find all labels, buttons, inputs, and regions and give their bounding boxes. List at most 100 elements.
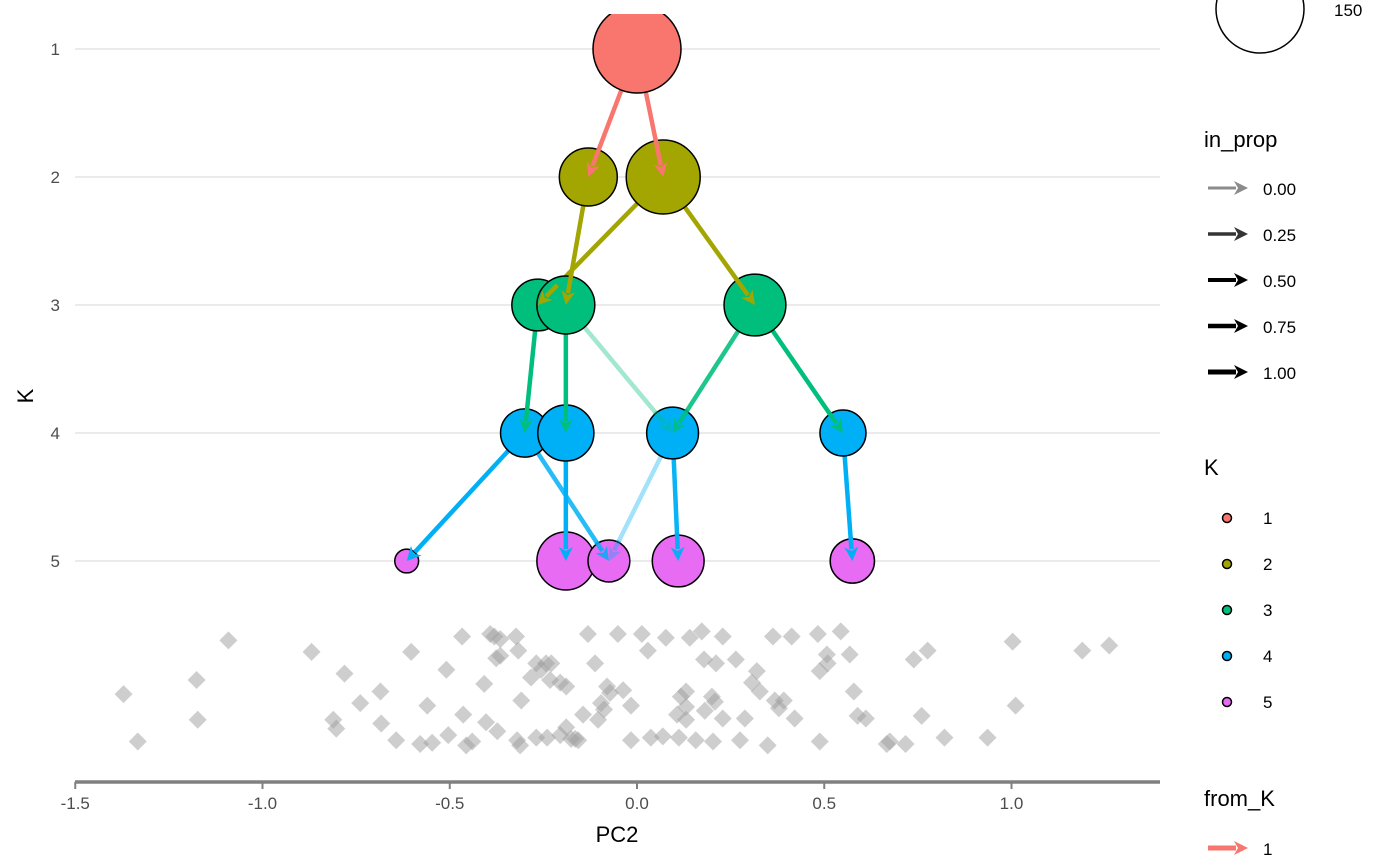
k-legend-title: K xyxy=(1204,455,1219,480)
data-point xyxy=(557,677,576,696)
k-legend-label: 1 xyxy=(1263,509,1272,528)
k-legend-label: 3 xyxy=(1263,601,1272,620)
data-point xyxy=(856,709,875,728)
data-point xyxy=(758,736,777,755)
edge-arrow-tip-head xyxy=(653,161,668,177)
in-prop-legend-key-head xyxy=(1234,181,1248,195)
data-point xyxy=(935,728,954,747)
edge-arrow-tip xyxy=(608,539,622,561)
edge-arrow-tip-shaft xyxy=(652,410,667,426)
edge-arrow-shaft xyxy=(413,449,510,554)
data-point xyxy=(774,691,793,710)
data-point xyxy=(622,731,641,750)
data-point xyxy=(695,701,714,720)
k-legend-label: 4 xyxy=(1263,647,1272,666)
data-point xyxy=(692,622,711,641)
edge-arrow-tip-head xyxy=(829,417,843,433)
from-k-legend-key xyxy=(1208,841,1248,855)
data-point xyxy=(704,732,723,751)
data-point xyxy=(402,642,421,661)
x-tick-label: 0.5 xyxy=(812,794,836,813)
data-point xyxy=(896,735,915,754)
data-point xyxy=(904,650,923,669)
in-prop-legend-key xyxy=(1208,181,1248,195)
edge-arrow-tip-shaft xyxy=(413,549,418,554)
edge-arrow-tip-head xyxy=(537,290,553,305)
edge-arrow-tip-shaft xyxy=(826,411,839,425)
data-point xyxy=(840,645,859,664)
edge-arrow-tip-head xyxy=(558,547,573,561)
edge-arrow-tip xyxy=(594,540,609,561)
data-point xyxy=(608,624,627,643)
data-point xyxy=(641,728,660,747)
data-point xyxy=(1073,641,1092,660)
data-point xyxy=(527,728,546,747)
edge-arrow-tip xyxy=(558,402,573,433)
edge-arrow-shaft xyxy=(842,455,854,550)
data-point xyxy=(595,700,614,719)
data-point xyxy=(638,641,657,660)
edge-arrow-tip-shaft xyxy=(653,138,664,166)
data-point xyxy=(622,696,641,715)
data-point xyxy=(735,709,754,728)
y-tick-label: 3 xyxy=(51,296,60,315)
data-point xyxy=(372,714,391,733)
k-legend-key xyxy=(1221,696,1233,708)
edge-arrow-tip-shaft xyxy=(677,408,690,425)
edge-arrow-tip xyxy=(561,274,576,305)
k-legend: K 1 2 3 4 5 xyxy=(1204,455,1272,712)
data-point xyxy=(187,671,206,690)
data-point xyxy=(601,683,620,702)
data-point xyxy=(785,709,804,728)
edge-arrow-tip-shaft xyxy=(612,539,622,552)
x-tick-label: 1.0 xyxy=(1000,794,1024,813)
data-point xyxy=(912,706,931,725)
nodes xyxy=(394,14,876,591)
k-legend-label: 5 xyxy=(1263,693,1272,712)
data-point xyxy=(1100,636,1119,655)
data-point xyxy=(128,732,147,751)
in-prop-legend-label: 0.25 xyxy=(1263,226,1296,245)
data-point xyxy=(439,726,458,745)
edge-arrow-tip-head xyxy=(586,161,600,177)
gridlines xyxy=(75,48,1160,562)
x-tick-label: -1.5 xyxy=(61,794,90,813)
from-k-legend-key-head xyxy=(1234,841,1248,855)
data-point xyxy=(818,654,837,673)
edge-arrow-tip xyxy=(672,408,690,433)
in-prop-legend-label: 0.00 xyxy=(1263,180,1296,199)
data-point xyxy=(509,641,528,660)
data-point xyxy=(454,705,473,724)
scatter-points xyxy=(114,622,1119,755)
y-tick-label: 1 xyxy=(51,40,60,59)
data-point xyxy=(475,674,494,693)
data-point xyxy=(750,682,769,701)
edge-arrowheads xyxy=(406,138,859,561)
data-point xyxy=(512,691,531,710)
edge-arrow-tip xyxy=(844,536,859,561)
edge-arrow-tip-head xyxy=(670,546,685,561)
k-legend-key xyxy=(1221,512,1233,524)
data-point xyxy=(453,627,472,646)
data-point xyxy=(831,622,850,641)
data-point xyxy=(387,731,406,750)
data-point xyxy=(707,654,726,673)
y-tick-label: 4 xyxy=(51,424,60,443)
data-point xyxy=(763,627,782,646)
data-point xyxy=(880,732,899,751)
data-point xyxy=(686,731,705,750)
edge-arrow-tip xyxy=(826,411,843,433)
data-point xyxy=(327,719,346,738)
from-k-legend-label: 1 xyxy=(1263,840,1272,859)
k-legend-key xyxy=(1221,604,1233,616)
edge-arrow-tip xyxy=(558,530,573,561)
k-legend-key xyxy=(1221,558,1233,570)
data-point xyxy=(978,728,997,747)
edge-arrow-tip-head xyxy=(672,417,687,433)
edge-arrow-tip-head xyxy=(406,545,422,561)
data-point xyxy=(747,662,766,681)
in-prop-legend-label: 1.00 xyxy=(1263,364,1296,383)
edge-arrow-tip-head xyxy=(519,418,534,433)
data-point xyxy=(586,654,605,673)
in-prop-legend-key xyxy=(1208,227,1248,241)
